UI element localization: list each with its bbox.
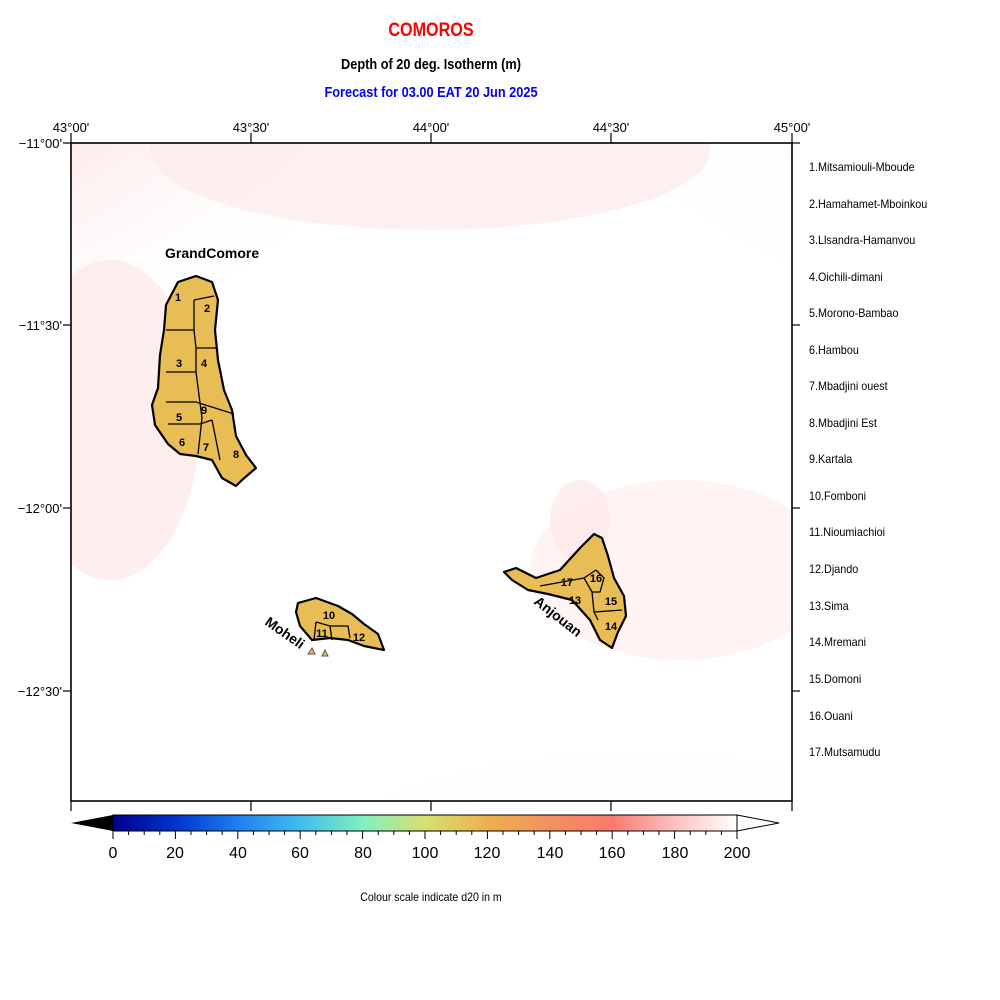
lon-tick-label: 44°00' <box>413 120 450 135</box>
district-number: 8 <box>233 449 239 461</box>
lon-tick-label: 43°00' <box>53 120 90 135</box>
grand-comore-island <box>150 274 258 488</box>
district-number: 6 <box>179 437 185 449</box>
grand-comore-label: GrandComore <box>165 245 259 261</box>
lon-tick-label: 44°30' <box>593 120 630 135</box>
region-legend-item: 6.Hambou <box>809 343 859 357</box>
district-numbers: 1 2 3 4 5 6 7 8 9 10 11 12 13 14 15 16 1… <box>175 292 618 644</box>
district-number: 7 <box>203 442 209 454</box>
region-legend-item: 12.Djando <box>809 562 859 576</box>
lat-tick-label: −11°00' <box>19 136 62 151</box>
region-legend-item: 16.Ouani <box>809 709 853 723</box>
map-title: COMOROS <box>388 20 474 41</box>
colorbar-tick-label: 40 <box>229 845 247 862</box>
region-legend-item: 1.Mitsamiouli-Mboude <box>809 160 915 174</box>
district-number: 16 <box>590 573 602 585</box>
colorbar-tick-label: 140 <box>537 845 564 862</box>
region-legend-item: 14.Mremani <box>809 635 867 649</box>
region-legend-item: 3.Llsandra-Hamanvou <box>809 233 916 247</box>
colorbar-caption: Colour scale indicate d20 in m <box>360 890 502 904</box>
colorbar-tick-label: 100 <box>412 845 439 862</box>
colorbar-tick-label: 80 <box>354 845 372 862</box>
district-number: 1 <box>175 292 181 304</box>
sea-field <box>71 143 792 801</box>
region-legend-item: 11.Nioumiachioi <box>809 525 886 539</box>
anjouan-island <box>502 532 628 650</box>
lat-tick-marks <box>63 142 800 692</box>
district-number: 17 <box>561 577 573 589</box>
colorbar-tick-label: 200 <box>724 845 751 862</box>
region-legend-item: 4.Oichili-dimani <box>809 270 883 284</box>
region-legend-item: 10.Fomboni <box>809 489 867 503</box>
district-number: 5 <box>176 412 182 424</box>
district-number: 9 <box>201 405 207 417</box>
map-subtitle: Depth of 20 deg. Isotherm (m) <box>341 56 521 73</box>
lat-tick-label: −11°30' <box>19 318 62 333</box>
district-number: 4 <box>201 358 208 370</box>
district-number: 11 <box>316 628 328 640</box>
region-legend-item: 15.Domoni <box>809 672 862 686</box>
lon-tick-labels: 43°00' 43°30' 44°00' 44°30' 45°00' <box>53 120 811 135</box>
lat-tick-label: −12°00' <box>18 501 62 516</box>
colorbar-tick-label: 0 <box>109 845 118 862</box>
region-legend-item: 7.Mbadjini ouest <box>809 379 888 393</box>
lat-tick-labels: −11°00' −11°30' −12°00' −12°30' <box>18 136 62 699</box>
region-legend-item: 2.Hamahamet-Mboinkou <box>809 197 928 211</box>
lon-tick-label: 43°30' <box>233 120 270 135</box>
district-number: 13 <box>569 595 581 607</box>
colorbar-tick-labels: 0 20 40 60 80 100 120 140 160 180 200 <box>109 845 751 862</box>
district-number: 12 <box>353 632 365 644</box>
moheli-island <box>294 596 386 657</box>
region-legend-item: 5.Morono-Bambao <box>809 306 899 320</box>
lon-tick-label: 45°00' <box>774 120 811 135</box>
district-number: 15 <box>605 596 617 608</box>
district-number: 3 <box>176 358 182 370</box>
colorbar-tick-label: 60 <box>291 845 309 862</box>
lat-tick-label: −12°30' <box>18 684 62 699</box>
lon-tick-marks <box>70 133 793 811</box>
district-number: 10 <box>323 610 335 622</box>
colorbar-tick-label: 160 <box>599 845 626 862</box>
region-legend-item: 8.Mbadjini Est <box>809 416 877 430</box>
region-legend-item: 17.Mutsamudu <box>809 745 881 759</box>
district-number: 2 <box>204 303 210 315</box>
colorbar-high-arrow <box>736 814 780 832</box>
colorbar-ramp <box>112 814 738 832</box>
colorbar-tick-label: 180 <box>662 845 689 862</box>
colorbar-tick-label: 20 <box>166 845 184 862</box>
colorbar: 0 20 40 60 80 100 120 140 160 180 200 <box>71 814 780 862</box>
colorbar-low-arrow <box>71 815 113 831</box>
district-number: 14 <box>605 621 618 633</box>
region-legend-item: 9.Kartala <box>809 452 853 466</box>
forecast-time: Forecast for 03.00 EAT 20 Jun 2025 <box>324 84 538 101</box>
region-legend-item: 13.Sima <box>809 599 849 613</box>
colorbar-tick-label: 120 <box>474 845 501 862</box>
